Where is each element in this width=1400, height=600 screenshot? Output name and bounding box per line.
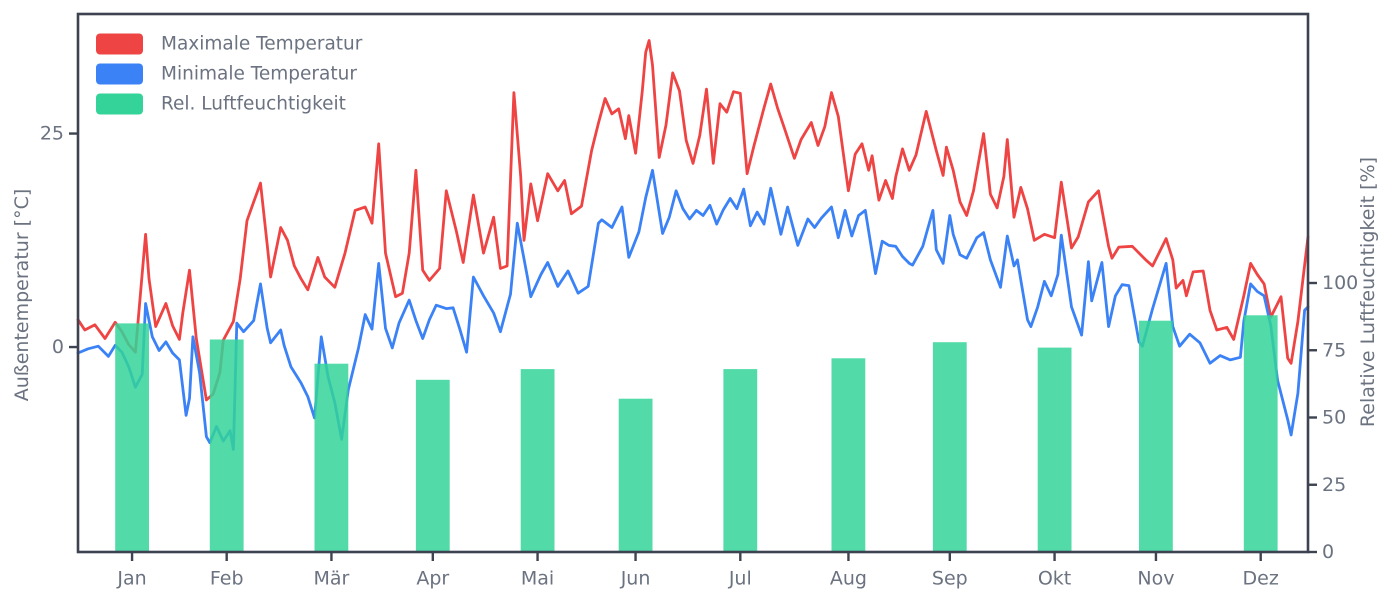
humidity-bar-Mär [314, 363, 349, 552]
humidity-bar-Aug [831, 358, 866, 552]
x-tick-label-Okt: Okt [1038, 568, 1071, 590]
humidity-bar-Mai [520, 369, 555, 552]
x-axis: Jan Feb Mär Apr Mai Jun Jul Aug Sep Okt Nov Dez [116, 552, 1279, 590]
humidity-bar-Sep [932, 342, 967, 552]
right-y-axis: 0 25 50 75 100 [1308, 272, 1358, 563]
x-tick-label-Jun: Jun [620, 568, 651, 590]
legend-label-2: Rel. Luftfeuchtigkeit [161, 94, 346, 115]
left-tick-label-0: 0 [52, 336, 64, 358]
x-tick-label-Feb: Feb [210, 568, 244, 590]
x-tick-label-Apr: Apr [416, 568, 449, 590]
temperature-lines-group [76, 39, 1310, 451]
legend-swatch-1 [96, 63, 143, 85]
humidity-bar-Dez [1243, 315, 1278, 552]
right-tick-label-100: 100 [1322, 272, 1358, 294]
humidity-bar-Feb [209, 339, 244, 552]
humidity-bars-group [115, 315, 1278, 552]
legend-swatch-2 [96, 93, 143, 115]
right-tick-label-25: 25 [1322, 474, 1346, 496]
legend-label-1: Minimale Temperatur [161, 64, 357, 85]
min-temp-line [76, 168, 1310, 451]
left-tick-label-25: 25 [40, 123, 64, 145]
legend-item-0: Maximale Temperatur [96, 33, 363, 55]
x-tick-label-Dez: Dez [1243, 568, 1279, 590]
left-axis-title: Außentemperatur [°C] [11, 189, 33, 402]
humidity-bar-Jun [618, 398, 653, 552]
x-tick-label-Mär: Mär [314, 568, 350, 590]
x-tick-label-Nov: Nov [1137, 568, 1174, 590]
right-tick-label-0: 0 [1322, 541, 1334, 563]
legend-label-0: Maximale Temperatur [161, 34, 363, 55]
x-tick-label-Jan: Jan [116, 568, 146, 590]
legend-swatch-0 [96, 33, 143, 55]
humidity-bar-Nov [1139, 320, 1173, 552]
x-tick-label-Mai: Mai [521, 568, 554, 590]
humidity-bar-Apr [415, 379, 450, 552]
legend-item-1: Minimale Temperatur [96, 63, 357, 85]
x-tick-label-Sep: Sep [932, 568, 968, 590]
right-tick-label-75: 75 [1322, 339, 1346, 361]
right-tick-label-50: 50 [1322, 407, 1346, 429]
left-y-axis: 0 25 [40, 123, 78, 358]
max-temp-line [76, 39, 1310, 402]
humidity-bar-Okt [1037, 347, 1072, 552]
humidity-bar-Jul [723, 369, 758, 552]
x-tick-label-Jul: Jul [728, 568, 752, 590]
legend-item-2: Rel. Luftfeuchtigkeit [96, 93, 346, 115]
humidity-bar-Jan [115, 323, 149, 552]
x-tick-label-Aug: Aug [830, 568, 867, 590]
right-axis-title: Relative Luftfeuchtigkeit [%] [1357, 157, 1379, 427]
legend: Maximale Temperatur Minimale Temperatur Re… [96, 33, 363, 115]
